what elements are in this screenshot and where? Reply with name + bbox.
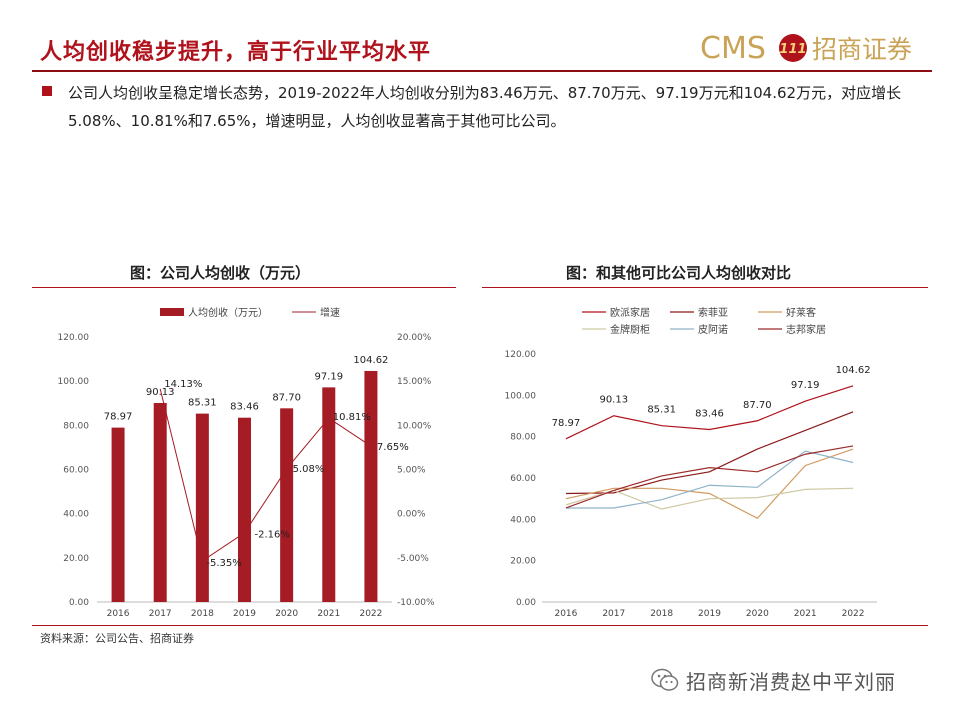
- watermark-text: 招商新消费赵中平刘丽: [686, 669, 896, 694]
- summary-paragraph: 公司人均创收呈稳定增长态势，2019-2022年人均创收分别为83.46万元、8…: [68, 84, 902, 130]
- chart-per-capita-revenue: 人均创收（万元） 增速 0.00 20.00 40.00 60.00 80.00 100.00…: [58, 306, 436, 619]
- bullet-square-icon: [42, 86, 52, 96]
- y-left-tick-label: 40.00: [63, 510, 89, 520]
- growth-value-label: -2.16%: [255, 530, 290, 541]
- legend-label: 欧派家居: [610, 306, 650, 319]
- y-left-tick-label: 20.00: [63, 554, 89, 564]
- x-tick-label: 2016: [554, 609, 577, 619]
- header-divider: [32, 70, 932, 72]
- x-tick-label: 2017: [149, 609, 172, 619]
- bar: [280, 408, 294, 602]
- y-tick-label: 60.00: [510, 474, 536, 484]
- bar: [238, 417, 251, 602]
- y-tick-label: 0.00: [516, 598, 536, 608]
- x-tick-label: 2022: [359, 609, 382, 619]
- page-title: 人均创收稳步提升，高于行业平均水平: [40, 40, 432, 65]
- y-right-tick-label: 10.00%: [397, 421, 432, 431]
- series-line: [565, 487, 854, 510]
- logo-mark-text: 111: [779, 42, 806, 57]
- growth-value-label: 14.13%: [164, 379, 202, 390]
- chart2-title: 图：和其他可比公司人均创收对比: [566, 264, 792, 282]
- y-right-tick-label: 15.00%: [397, 377, 432, 387]
- series-line: [565, 450, 854, 509]
- growth-value-label: 5.08%: [293, 464, 325, 475]
- y-tick-label: 40.00: [510, 515, 536, 525]
- x-tick-label: 2019: [233, 609, 256, 619]
- growth-value-label: -5.35%: [206, 558, 241, 569]
- data-label: 104.62: [836, 365, 871, 376]
- y-right-tick-label: -5.00%: [397, 554, 429, 564]
- x-tick-label: 2020: [275, 609, 298, 619]
- bar-value-label: 90.13: [146, 387, 175, 398]
- y-right-tick-label: -10.00%: [397, 598, 435, 608]
- bar: [195, 413, 209, 602]
- legend-label: 皮阿诺: [698, 323, 728, 336]
- x-tick-label: 2022: [842, 609, 865, 619]
- legend-label-bar: 人均创收（万元）: [188, 306, 268, 319]
- y-left-tick-label: 100.00: [58, 377, 90, 387]
- y-tick-label: 80.00: [510, 433, 536, 443]
- bar: [364, 370, 378, 602]
- x-tick-label: 2021: [317, 609, 340, 619]
- x-tick-label: 2018: [191, 609, 214, 619]
- bar-value-label: 104.62: [353, 355, 388, 366]
- x-tick-label: 2016: [107, 609, 130, 619]
- data-label: 97.19: [791, 380, 820, 391]
- data-label: 90.13: [599, 395, 628, 406]
- y-left-tick-label: 120.00: [58, 333, 90, 343]
- data-label: 85.31: [647, 405, 676, 416]
- x-tick-label: 2021: [794, 609, 817, 619]
- footer-line: [32, 625, 928, 626]
- y-tick-label: 100.00: [505, 391, 537, 401]
- chart1-title: 图：公司人均创收（万元）: [130, 264, 311, 282]
- legend-swatch-bar: [160, 308, 184, 316]
- logo-latin: CMS: [700, 31, 766, 66]
- series-line: [565, 448, 854, 520]
- legend-label: 好莱客: [786, 306, 816, 319]
- bar-value-label: 97.19: [314, 371, 343, 382]
- data-label: 78.97: [552, 418, 581, 429]
- y-right-tick-label: 20.00%: [397, 333, 432, 343]
- series-line: [565, 411, 854, 495]
- growth-value-label: 7.65%: [377, 442, 409, 453]
- y-tick-label: 20.00: [510, 557, 536, 567]
- logo-cn: 招商证券: [812, 35, 912, 64]
- bar-value-label: 87.70: [272, 392, 301, 403]
- legend-label: 志邦家居: [786, 323, 826, 336]
- company-logo: CMS 111 招商证券: [700, 31, 912, 66]
- y-left-tick-label: 0.00: [69, 598, 89, 608]
- data-label: 83.46: [695, 409, 724, 420]
- bar-value-label: 78.97: [104, 412, 133, 423]
- y-left-tick-label: 80.00: [63, 421, 89, 431]
- growth-value-label: 10.81%: [333, 412, 371, 423]
- legend-label: 索菲亚: [698, 306, 728, 319]
- logo-mark-icon: [779, 34, 807, 62]
- y-tick-label: 120.00: [505, 350, 537, 360]
- legend-label: 金牌厨柜: [610, 323, 650, 336]
- x-tick-label: 2018: [650, 609, 673, 619]
- chart1-title-line: [32, 287, 456, 288]
- legend-label-line: 增速: [320, 306, 340, 319]
- bar: [111, 427, 125, 602]
- data-label: 87.70: [743, 400, 772, 411]
- wechat-icon: [651, 668, 679, 691]
- y-left-tick-label: 60.00: [63, 466, 89, 476]
- bar: [322, 387, 336, 602]
- source-note: 资料来源：公司公告、招商证券: [40, 632, 194, 645]
- y-right-tick-label: 5.00%: [397, 466, 426, 476]
- bar-value-label: 85.31: [188, 398, 217, 409]
- x-tick-label: 2020: [746, 609, 769, 619]
- x-tick-label: 2019: [698, 609, 721, 619]
- x-tick-label: 2017: [602, 609, 625, 619]
- bar: [153, 402, 167, 602]
- series-line: [565, 385, 854, 440]
- series-line: [565, 445, 854, 509]
- bar-value-label: 83.46: [230, 402, 259, 413]
- growth-line: [159, 388, 372, 562]
- chart2-title-line: [482, 287, 928, 288]
- y-right-tick-label: 0.00%: [397, 510, 426, 520]
- watermark: 招商新消费赵中平刘丽: [650, 664, 896, 696]
